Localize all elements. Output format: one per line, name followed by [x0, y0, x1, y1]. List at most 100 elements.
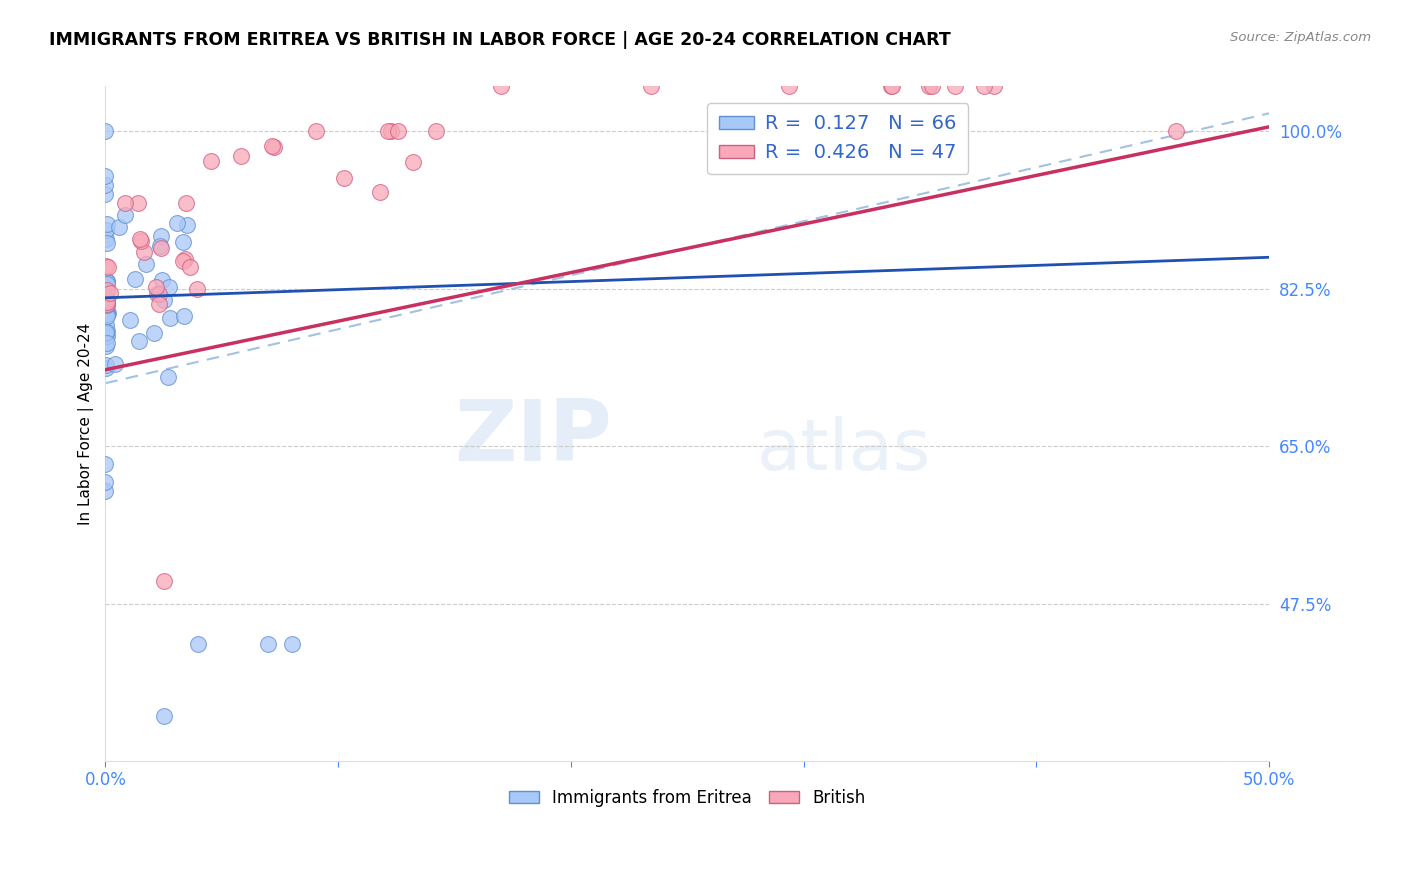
Point	[96, 235, 118, 250]
Point	[98, 286, 121, 301]
Point	[131, 235, 153, 249]
Text: ZIP: ZIP	[454, 396, 612, 479]
Point	[96, 292, 118, 306]
Point	[96, 361, 118, 376]
Point	[174, 196, 197, 211]
Point	[94, 484, 117, 499]
Point	[96, 307, 118, 321]
Point	[280, 637, 302, 651]
Point	[176, 218, 198, 232]
Point	[143, 326, 166, 341]
Point	[114, 208, 136, 222]
Point	[880, 79, 903, 94]
Point	[96, 231, 118, 245]
Point	[94, 325, 117, 339]
Point	[174, 252, 197, 266]
Point	[152, 574, 174, 589]
Point	[186, 282, 208, 296]
Point	[94, 169, 117, 184]
Point	[96, 275, 118, 289]
Point	[96, 324, 118, 338]
Point	[172, 254, 194, 268]
Point	[96, 283, 118, 297]
Point	[94, 223, 117, 237]
Text: IMMIGRANTS FROM ERITREA VS BRITISH IN LABOR FORCE | AGE 20-24 CORRELATION CHART: IMMIGRANTS FROM ERITREA VS BRITISH IN LA…	[49, 31, 950, 49]
Point	[229, 149, 252, 163]
Point	[96, 309, 118, 323]
Point	[129, 232, 152, 246]
Point	[187, 637, 209, 651]
Point	[157, 279, 180, 293]
Point	[150, 241, 173, 255]
Point	[107, 219, 129, 234]
Point	[114, 196, 136, 211]
Point	[152, 273, 174, 287]
Point	[96, 298, 118, 312]
Point	[94, 457, 117, 471]
Point	[145, 280, 167, 294]
Point	[96, 297, 118, 311]
Point	[104, 357, 127, 371]
Point	[260, 138, 283, 153]
Point	[94, 178, 117, 193]
Point	[118, 312, 141, 326]
Point	[179, 260, 201, 274]
Point	[153, 293, 176, 307]
Point	[96, 295, 118, 310]
Point	[263, 140, 285, 154]
Point	[973, 79, 995, 94]
Point	[368, 186, 391, 200]
Point	[135, 257, 157, 271]
Point	[146, 286, 169, 301]
Point	[793, 124, 815, 138]
Point	[921, 79, 943, 94]
Point	[425, 124, 447, 138]
Point	[880, 79, 903, 94]
Point	[159, 311, 181, 326]
Point	[257, 637, 280, 651]
Point	[96, 335, 118, 350]
Point	[94, 358, 117, 372]
Point	[380, 124, 402, 138]
Point	[94, 187, 117, 202]
Point	[94, 475, 117, 490]
Point	[1164, 124, 1187, 138]
Point	[96, 217, 118, 231]
Text: atlas: atlas	[756, 417, 931, 485]
Legend: Immigrants from Eritrea, British: Immigrants from Eritrea, British	[502, 782, 872, 814]
Point	[96, 306, 118, 320]
Point	[943, 79, 966, 94]
Point	[94, 318, 117, 332]
Point	[172, 235, 194, 249]
Point	[778, 79, 800, 94]
Point	[128, 334, 150, 348]
Point	[402, 155, 425, 169]
Point	[97, 306, 120, 320]
Point	[96, 326, 118, 340]
Point	[127, 196, 149, 211]
Point	[96, 274, 118, 288]
Point	[377, 124, 399, 138]
Point	[148, 286, 170, 301]
Point	[304, 124, 326, 138]
Point	[983, 79, 1005, 94]
Point	[152, 709, 174, 723]
Point	[640, 79, 662, 94]
Point	[489, 79, 512, 94]
Point	[96, 328, 118, 343]
Point	[149, 228, 172, 243]
Point	[148, 297, 170, 311]
Point	[96, 296, 118, 310]
Point	[173, 309, 195, 323]
Point	[96, 295, 118, 310]
Point	[132, 244, 155, 259]
Point	[333, 171, 356, 186]
Point	[200, 153, 222, 168]
Point	[166, 216, 188, 230]
Point	[157, 369, 180, 384]
Point	[124, 271, 146, 285]
Point	[94, 339, 117, 353]
Point	[96, 277, 118, 291]
Point	[94, 260, 117, 274]
Point	[94, 124, 117, 138]
